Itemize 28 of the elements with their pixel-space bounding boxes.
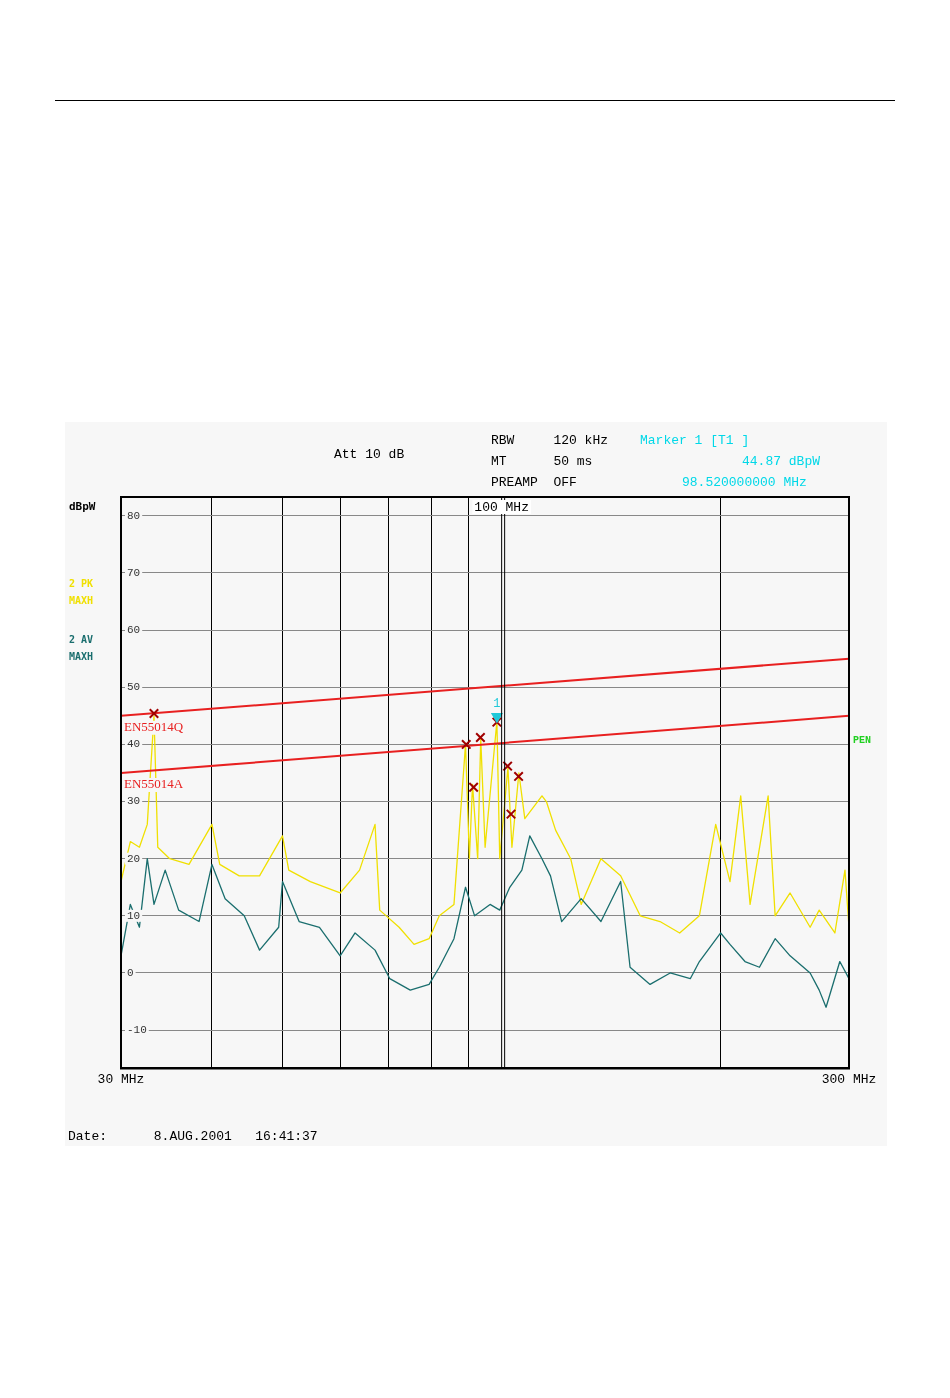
text: Att 10 dB	[334, 447, 405, 462]
annotation: 1	[493, 696, 501, 711]
y-tick-label: -10	[127, 1024, 147, 1037]
text: Date: 8.AUG.2001 16:41:37	[68, 1129, 318, 1144]
y-tick-label: 70	[127, 566, 141, 579]
y-tick-label: 60	[127, 624, 141, 637]
text: Marker 1 [T1 ]	[640, 433, 750, 448]
text: PREAMP OFF	[491, 475, 577, 490]
y-tick-label: 0	[127, 966, 134, 979]
y-tick-label: 30	[127, 795, 141, 808]
text: RBW 120 kHz	[491, 433, 609, 448]
y-tick-label: 50	[127, 681, 141, 694]
series-label: EN55014A	[124, 776, 184, 792]
text: MT 50 ms	[491, 454, 593, 469]
text: 2 PK MAXH	[69, 577, 95, 608]
series-label: EN55014Q	[124, 719, 184, 735]
y-tick-label: 40	[127, 738, 141, 751]
y-tick-label: 80	[127, 509, 141, 522]
text: 98.520000000 MHz	[682, 475, 807, 490]
text: 44.87 dBpW	[742, 454, 821, 469]
x-tick-label: 300 MHz	[821, 1071, 877, 1087]
ref-line-label: 100 MHz	[474, 499, 529, 515]
text: 2 AV MAXH	[69, 633, 95, 664]
y-tick-label: 10	[127, 909, 141, 922]
text: PEN	[853, 734, 872, 748]
y-tick-label: 20	[127, 852, 141, 865]
y-axis-title: dBpW	[69, 500, 96, 513]
x-tick-label: 30 MHz	[97, 1071, 145, 1087]
